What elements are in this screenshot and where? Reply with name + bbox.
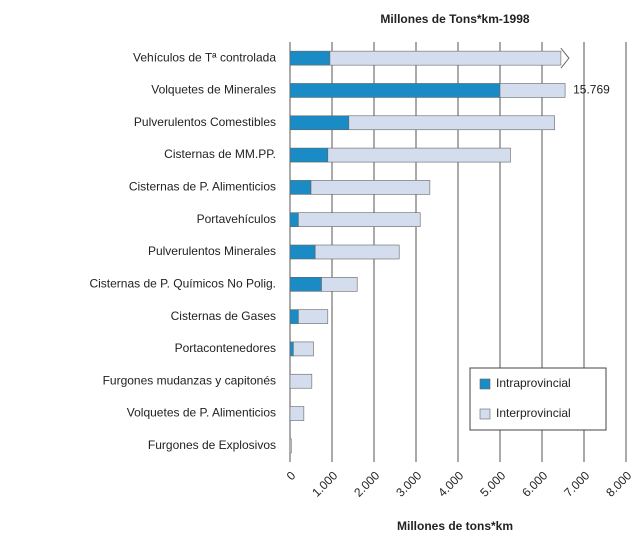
legend-label: Intraprovincial (496, 376, 571, 390)
bar (329, 50, 562, 66)
x-tick-label: 4.000 (435, 468, 466, 499)
bar (289, 212, 299, 227)
x-tick-label: 0 (284, 468, 299, 483)
bar (298, 309, 329, 324)
bar (289, 341, 294, 357)
bar (289, 277, 322, 292)
bar (298, 212, 421, 227)
bar (289, 309, 299, 324)
bar (289, 115, 350, 131)
y-tick-label: Cisternas de MM.PP. (164, 147, 276, 161)
legend-swatch (479, 378, 491, 390)
bar (289, 373, 313, 389)
annotation: 15.769 (573, 83, 610, 97)
y-tick-label: Volquetes de Minerales (151, 83, 276, 97)
legend-swatch (479, 408, 491, 420)
bar (289, 180, 312, 195)
y-tick-label: Furgones de Explosivos (148, 438, 276, 452)
x-tick-label: 6.000 (519, 468, 550, 499)
y-tick-label: Pulverulentos Minerales (148, 244, 276, 258)
x-axis-label: Millones de tons*km (397, 519, 513, 533)
x-tick-label: 5.000 (477, 468, 508, 499)
bar (321, 277, 358, 292)
x-tick-label: 3.000 (393, 468, 424, 499)
bar (289, 83, 501, 98)
legend-label: Interprovincial (496, 406, 571, 420)
y-tick-label: Furgones mudanzas y capitonés (103, 373, 276, 387)
bar (327, 147, 511, 163)
y-tick-label: Volquetes de P. Alimenticios (127, 406, 276, 420)
arrow-head (560, 47, 570, 69)
y-tick-label: Pulverulentos Comestibles (134, 115, 276, 129)
bar (289, 406, 305, 421)
bar (289, 50, 331, 66)
legend (469, 367, 607, 431)
bar (289, 438, 292, 454)
x-tick-label: 1.000 (309, 468, 340, 499)
y-tick-label: Cisternas de Gases (171, 309, 276, 323)
x-tick-label: 2.000 (351, 468, 382, 499)
y-tick-label: Cisternas de P. Alimenticios (129, 180, 276, 194)
bar (310, 180, 431, 195)
y-tick-label: Portacontenedores (175, 341, 276, 355)
y-tick-label: Vehículos de Tª controlada (133, 50, 276, 64)
x-tick-label: 7.000 (561, 468, 592, 499)
y-tick-label: Cisternas de P. Químicos No Polig. (89, 276, 276, 290)
bar (289, 147, 329, 163)
chart-title: Millones de Tons*km-1998 (380, 12, 529, 26)
bar (293, 341, 314, 357)
bar (289, 244, 316, 260)
bar (348, 115, 555, 131)
x-tick-label: 8.000 (603, 468, 632, 499)
bar (499, 83, 566, 98)
y-tick-label: Portavehículos (197, 212, 276, 226)
bar (314, 244, 400, 260)
